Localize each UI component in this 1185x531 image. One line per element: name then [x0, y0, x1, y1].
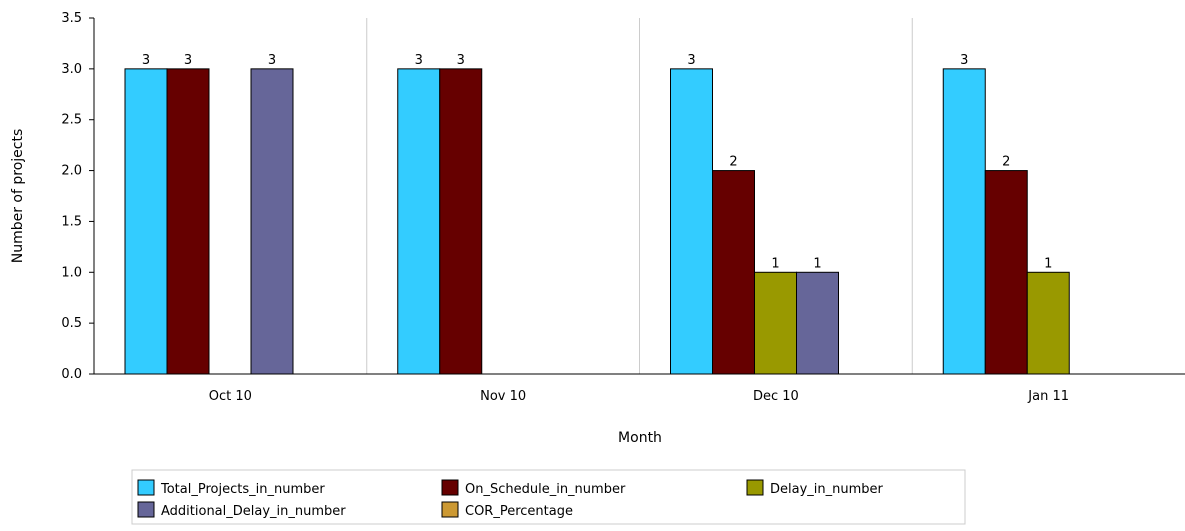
x-tick-label: Nov 10: [480, 389, 526, 404]
bar: [670, 68, 713, 375]
bar: [397, 68, 441, 375]
x-axis-title: Month: [618, 430, 662, 446]
y-axis-title: Number of projects: [10, 129, 26, 264]
bar: [754, 271, 797, 375]
bars: [124, 68, 1070, 375]
y-tick-label: 3.5: [61, 11, 82, 26]
data-label: 2: [729, 155, 737, 170]
y-tick-label: 2.5: [61, 113, 82, 128]
legend-items: Total_Projects_in_number On_Schedule_in_n…: [137, 479, 884, 519]
data-label: 3: [415, 53, 423, 68]
bar: [942, 68, 986, 375]
data-label: 1: [771, 256, 779, 271]
bar: [439, 68, 483, 375]
legend-item: COR_Percentage: [441, 501, 573, 519]
legend-label: Delay_in_number: [770, 482, 884, 497]
bar: [1026, 271, 1070, 375]
data-label: 3: [687, 53, 695, 68]
legend-item: On_Schedule_in_number: [441, 479, 626, 497]
y-tick-label: 1.5: [61, 214, 82, 229]
data-label: 1: [813, 256, 821, 271]
bar: [984, 170, 1028, 375]
y-tick-labels: 0.0 0.5 1.0 1.5 2.0 2.5 3.0 3.5: [61, 11, 94, 382]
y-tick-label: 3.0: [61, 62, 82, 77]
y-tick-label: 0.0: [61, 367, 82, 382]
bar: [250, 68, 294, 375]
legend-swatch: [441, 501, 459, 518]
legend-item: Additional_Delay_in_number: [137, 501, 346, 519]
legend-item: Total_Projects_in_number: [137, 479, 325, 497]
legend-label: Total_Projects_in_number: [160, 482, 325, 497]
x-tick-labels: Oct 10 Nov 10 Dec 10 Jan 11: [209, 389, 1069, 404]
x-tick-label: Dec 10: [753, 389, 799, 404]
legend-swatch: [441, 479, 459, 496]
legend-swatch: [137, 479, 155, 496]
data-labels: 3 3 3 3 3 3 2 1 1 3 2 1: [142, 53, 1053, 271]
legend-label: On_Schedule_in_number: [465, 482, 626, 497]
bar: [124, 68, 168, 375]
x-tick-label: Oct 10: [209, 389, 252, 404]
data-label: 3: [960, 53, 968, 68]
legend-item: Delay_in_number: [746, 479, 884, 497]
data-label: 3: [142, 53, 150, 68]
y-tick-label: 1.0: [61, 265, 82, 280]
legend-swatch: [137, 501, 155, 518]
bar: [796, 271, 839, 375]
y-tick-label: 0.5: [61, 316, 82, 331]
grid-lines: [366, 18, 913, 374]
axes: [93, 18, 1185, 375]
data-label: 3: [457, 53, 465, 68]
bar: [166, 68, 210, 375]
data-label: 2: [1002, 155, 1010, 170]
data-label: 3: [268, 53, 276, 68]
x-tick-label: Jan 11: [1027, 389, 1069, 404]
legend-box: [131, 469, 966, 525]
legend: Total_Projects_in_number On_Schedule_in_n…: [131, 469, 966, 525]
y-tick-label: 2.0: [61, 164, 82, 179]
bar: [712, 170, 755, 375]
legend-label: Additional_Delay_in_number: [161, 504, 346, 519]
legend-label: COR_Percentage: [465, 504, 573, 519]
legend-swatch: [746, 479, 764, 496]
data-label: 3: [184, 53, 192, 68]
data-label: 1: [1044, 256, 1052, 271]
